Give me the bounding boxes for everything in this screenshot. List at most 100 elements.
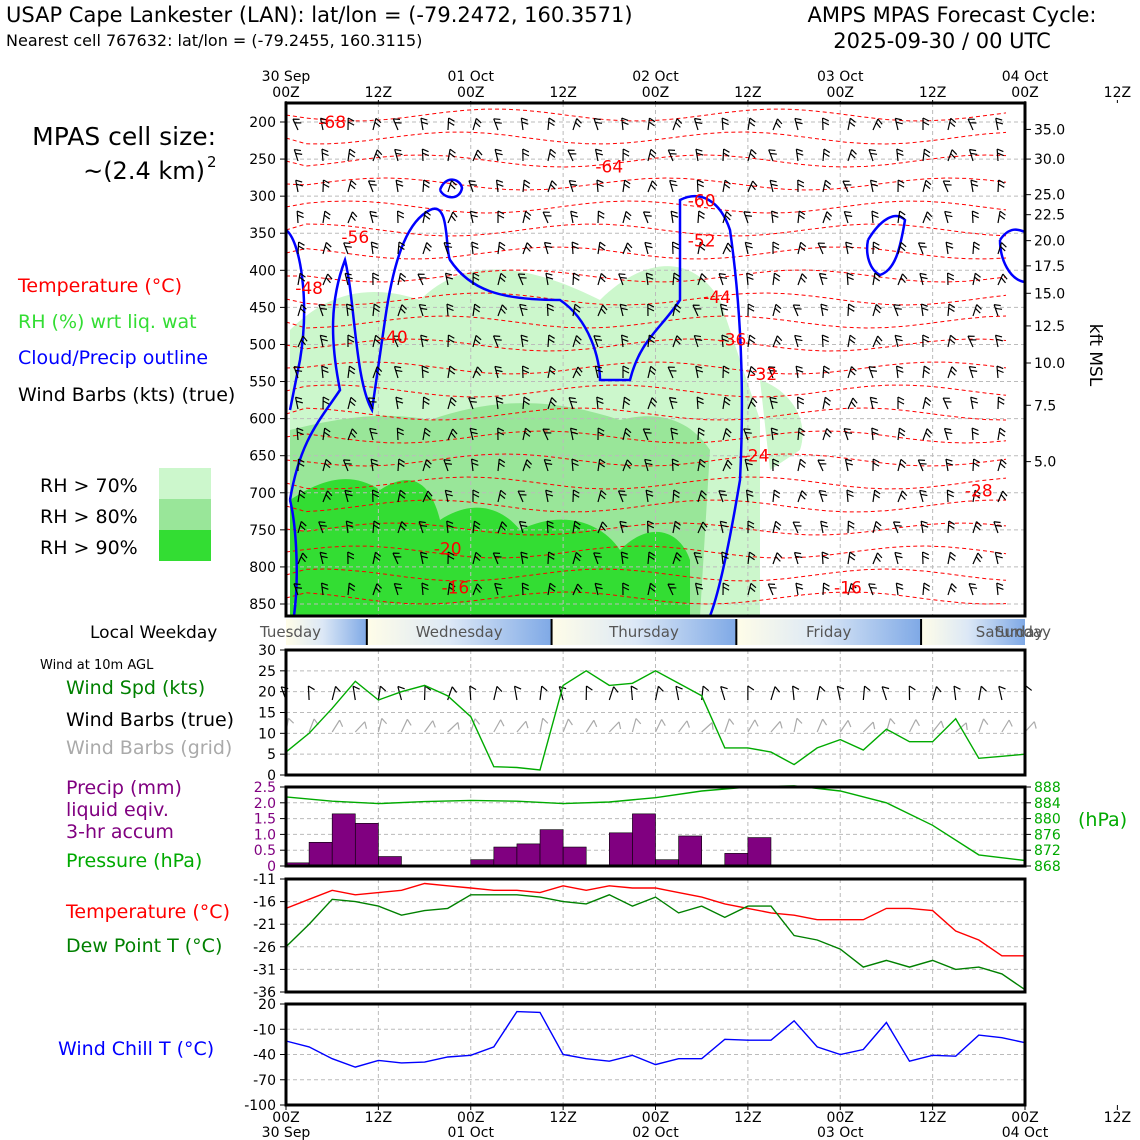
wind-barb xyxy=(321,365,329,379)
wind-barb xyxy=(894,334,903,348)
wind-barb xyxy=(571,241,579,255)
wind-barb xyxy=(917,459,927,472)
wind-barb xyxy=(695,148,704,162)
wind-barb xyxy=(970,179,979,193)
weekday-label: Sunday xyxy=(995,623,1051,641)
wind-barb xyxy=(972,458,980,472)
wind-barb xyxy=(472,303,481,317)
panel-frame xyxy=(284,648,1027,777)
isotherm xyxy=(285,407,1007,421)
wind-barb xyxy=(722,459,733,472)
wind-barb xyxy=(497,427,505,441)
wind-barb xyxy=(871,427,879,441)
cloud-outline xyxy=(865,214,907,277)
pressure-tick-label: 876 xyxy=(1034,827,1061,843)
wind-barb xyxy=(543,241,553,255)
isotherm xyxy=(285,108,1007,122)
wind-barb xyxy=(822,211,833,224)
wind-barb xyxy=(972,552,983,565)
wind-barb xyxy=(996,365,1004,379)
wind-barb xyxy=(347,551,355,565)
wind-barb xyxy=(697,241,706,255)
wind-barb xyxy=(744,241,753,255)
wind-barb xyxy=(421,365,429,379)
wind-barb xyxy=(468,180,477,193)
wind-barb xyxy=(622,210,632,224)
wind-barb xyxy=(630,685,638,701)
wind-barb xyxy=(872,272,881,286)
wind-barb xyxy=(622,179,631,193)
wind-barb xyxy=(722,396,731,410)
wind-barb xyxy=(647,148,657,162)
legend-rh70: RH > 70% xyxy=(40,475,138,497)
legend-barbs-true: Wind Barbs (true) xyxy=(66,709,234,731)
wind-barb xyxy=(897,427,906,441)
wind-barb xyxy=(572,489,580,503)
wind-barb xyxy=(697,521,708,534)
kft-tick-label: 12.5 xyxy=(1034,319,1065,335)
value-tick-label: -40 xyxy=(253,1048,276,1064)
wind-barb xyxy=(919,489,928,503)
wind-barb xyxy=(318,304,327,317)
wind-barb xyxy=(392,118,402,131)
wind-barb xyxy=(947,117,957,131)
wind-barb xyxy=(847,149,857,162)
wind-barb xyxy=(597,458,606,472)
wind-barb xyxy=(322,273,333,286)
grid-wind-barb xyxy=(839,720,852,733)
wind-barb xyxy=(472,149,483,162)
cloud-outline xyxy=(285,228,306,411)
value-tick-label: 10 xyxy=(258,726,276,742)
wind-barb xyxy=(647,551,656,565)
kft-tick-label: 10.0 xyxy=(1034,356,1065,372)
grid-wind-barb xyxy=(585,719,598,733)
wind-barb xyxy=(772,458,780,472)
isotherm-label: -16 xyxy=(834,579,862,599)
wind-barb xyxy=(372,520,381,534)
wind-barb xyxy=(472,272,480,286)
temperature-panel: -11 -16 -21 -26 -31 -36 xyxy=(253,872,1027,1001)
wind-barb xyxy=(293,366,303,379)
wind-barb xyxy=(397,304,408,317)
rh90-swatch xyxy=(159,530,211,561)
wind-barb xyxy=(993,304,1003,317)
wind-barb xyxy=(494,582,503,596)
wind-barb xyxy=(322,242,332,255)
wind-barb xyxy=(372,272,380,286)
wind-barb xyxy=(547,334,555,348)
isotherm-label: -16 xyxy=(441,579,469,599)
wind-barb xyxy=(997,210,1006,224)
wind-barb xyxy=(922,117,930,130)
weekday-band xyxy=(286,619,367,645)
isotherm xyxy=(285,499,1007,513)
wind-barb xyxy=(897,241,907,255)
bottom-date-label: 02 Oct xyxy=(632,1125,679,1140)
wind-barb xyxy=(342,459,352,472)
wind-barb xyxy=(719,303,728,317)
wind-barb xyxy=(372,334,382,348)
wind-barb xyxy=(647,334,656,348)
wind-barb xyxy=(994,551,1003,565)
wind-barb xyxy=(768,149,777,162)
wind-barb xyxy=(472,334,482,348)
grid-wind-barb xyxy=(470,718,481,733)
wind-barb xyxy=(372,303,381,317)
wind-barb xyxy=(821,551,829,565)
wind-barb xyxy=(836,685,845,701)
wind-barb xyxy=(597,521,608,534)
wind-barb xyxy=(672,520,681,534)
legend-pressure: Pressure (hPa) xyxy=(66,850,202,872)
wind-barb xyxy=(922,179,932,193)
wind-barb xyxy=(947,149,958,162)
legend-dewpoint: Dew Point T (°C) xyxy=(66,935,222,957)
bottom-time-tick: 00Z xyxy=(642,1110,669,1126)
wind-barb xyxy=(967,118,977,131)
isotherm-label: -64 xyxy=(595,157,623,177)
value-tick-label: -11 xyxy=(253,872,276,888)
wind-barb xyxy=(446,303,454,317)
wind-barb xyxy=(447,117,455,131)
wind-barb xyxy=(596,396,604,410)
wind-barb xyxy=(997,396,1005,410)
wind-barb xyxy=(297,552,308,565)
